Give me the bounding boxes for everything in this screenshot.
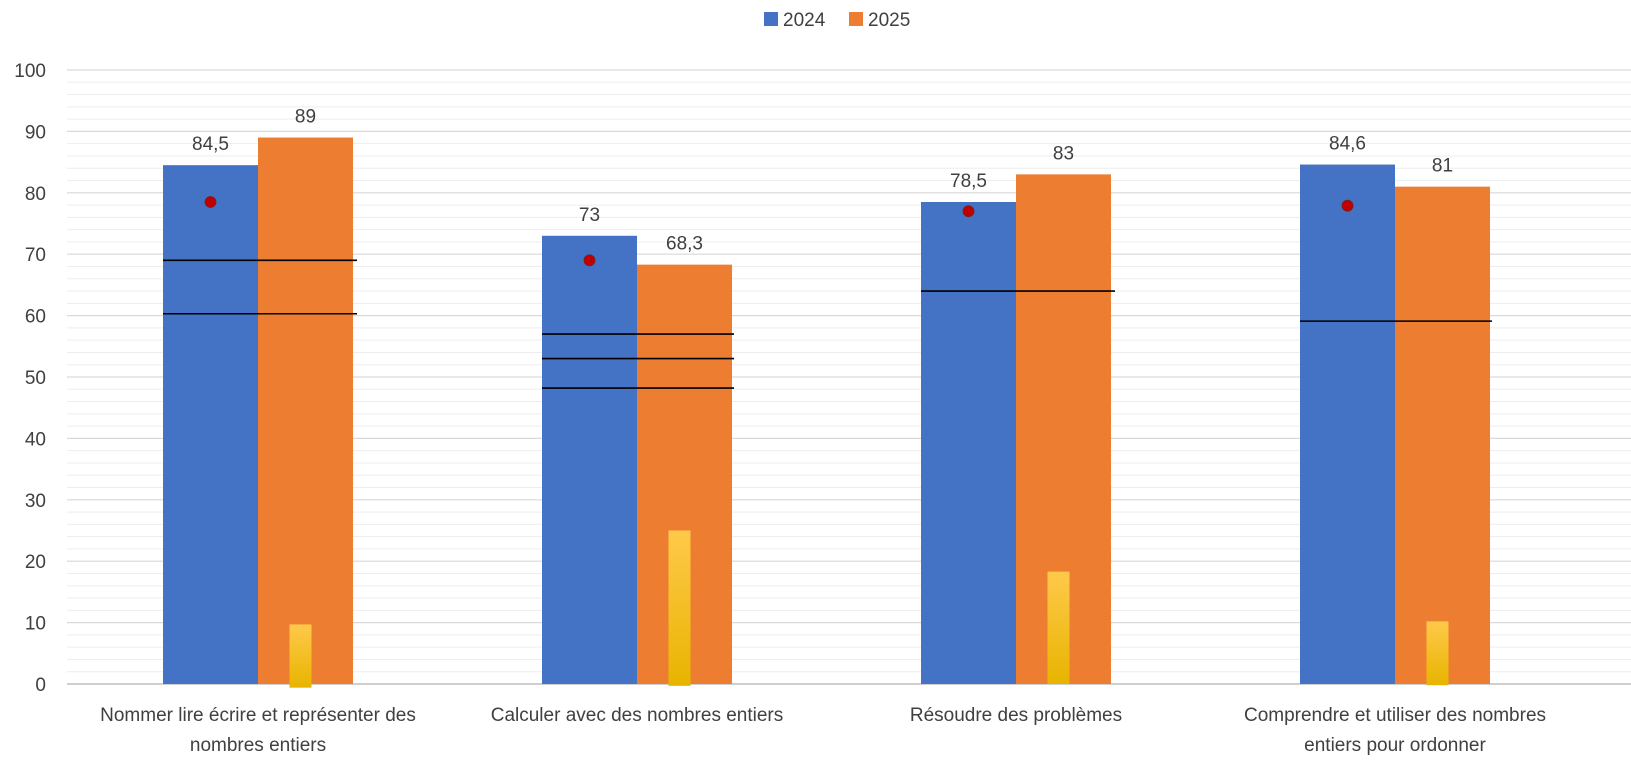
bar-2024-3 [1300,164,1395,684]
marker-2 [962,205,975,218]
data-labels: 84,5 73 78,5 84,6 89 68,3 83 81 [192,107,1453,255]
data-label-2025-0: 89 [295,107,316,128]
overlay-bars [289,530,1449,688]
data-label-2024-1: 73 [579,205,600,226]
data-label-2025-3: 81 [1432,156,1453,177]
y-tick-label: 100 [14,61,46,82]
marker-1 [583,254,596,267]
bar-2024-2 [921,202,1016,684]
category-label-2: Résoudre des problèmes [910,705,1122,726]
bar-2024-1 [542,235,637,684]
overlay-bar-3 [1426,621,1449,686]
data-label-2024-3: 84,6 [1329,134,1366,155]
reference-lines [163,259,1492,389]
data-label-2024-0: 84,5 [192,134,229,155]
legend-label-2025: 2025 [868,10,910,31]
y-tick-label: 0 [35,675,46,696]
y-tick-label: 50 [25,368,46,389]
y-tick-label: 90 [25,122,46,143]
overlay-bar-0 [289,624,312,688]
y-tick-label: 30 [25,491,46,512]
y-tick-label: 70 [25,245,46,266]
marker-0 [204,196,217,208]
y-tick-label: 60 [25,307,46,328]
y-tick-label: 40 [25,429,46,450]
y-tick-label: 10 [25,614,46,635]
legend-swatch-2024 [764,12,778,26]
category-label-1: Calculer avec des nombres entiers [491,705,784,726]
data-label-2025-1: 68,3 [666,234,703,255]
bar-2024-0 [163,165,258,685]
legend: 2024 2025 [764,10,910,31]
y-tick-label: 20 [25,552,46,573]
overlay-bar-2 [1047,571,1070,684]
bars [163,137,1490,685]
data-label-2025-2: 83 [1053,143,1074,164]
category-label-3: entiers pour ordonner [1304,735,1486,756]
y-axis-tick-labels: 0 10 20 30 40 50 60 70 80 90 100 [14,61,46,696]
y-tick-label: 80 [25,184,46,205]
category-label-0: nombres entiers [190,735,326,756]
category-labels: Nommer lire écrire et représenter des nom… [100,705,1546,756]
bar-2025-3 [1395,186,1490,684]
category-label-3: Comprendre et utiliser des nombres [1244,705,1546,726]
data-label-2024-2: 78,5 [950,171,987,192]
marker-3 [1341,199,1354,212]
markers [204,196,1354,267]
legend-swatch-2025 [849,12,863,26]
category-label-0: Nommer lire écrire et représenter des [100,705,416,726]
legend-label-2024: 2024 [783,10,826,31]
bar-2025-0 [258,137,353,685]
overlay-bar-1 [668,530,691,686]
